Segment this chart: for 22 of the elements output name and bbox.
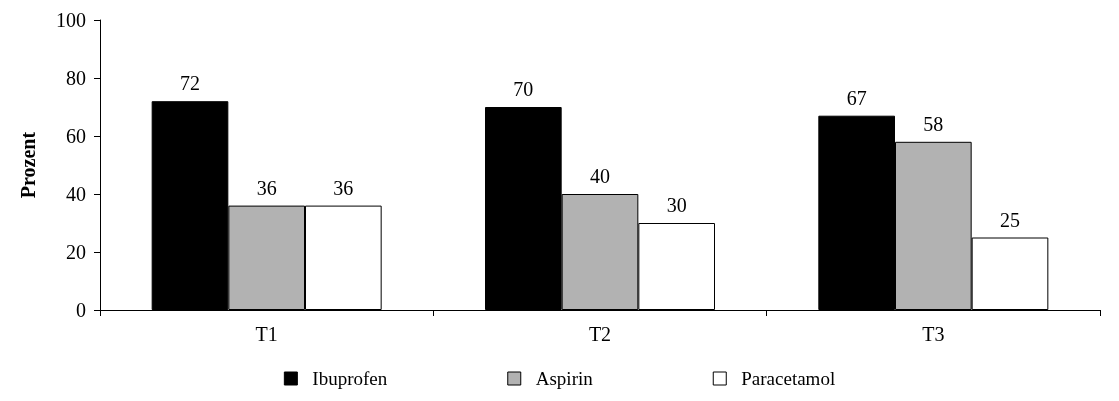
data-label: 40	[590, 165, 610, 187]
y-tick-label: 40	[66, 183, 86, 205]
data-label: 67	[846, 86, 867, 109]
y-axis-title: Prozent	[17, 131, 39, 199]
y-tick-label: 100	[56, 9, 86, 31]
y-tick-label: 60	[66, 125, 86, 147]
y-tick-label: 20	[66, 241, 86, 263]
legend-label: Aspirin	[535, 368, 594, 389]
legend-label: Ibuprofen	[312, 368, 388, 389]
x-tick-label: T2	[588, 323, 612, 345]
legend-label: Paracetamol	[741, 368, 836, 389]
data-label: 72	[180, 72, 200, 95]
data-label: 58	[923, 112, 944, 135]
x-tick-label: T1	[255, 323, 278, 345]
data-label: 30	[666, 194, 687, 216]
data-label: 36	[333, 176, 354, 199]
y-tick-label: 0	[76, 299, 86, 321]
data-label: 70	[513, 78, 534, 100]
data-label: 25	[1000, 208, 1020, 231]
y-tick-label: 80	[66, 67, 86, 89]
x-tick-label: T3	[922, 323, 945, 345]
data-label: 36	[256, 176, 277, 199]
